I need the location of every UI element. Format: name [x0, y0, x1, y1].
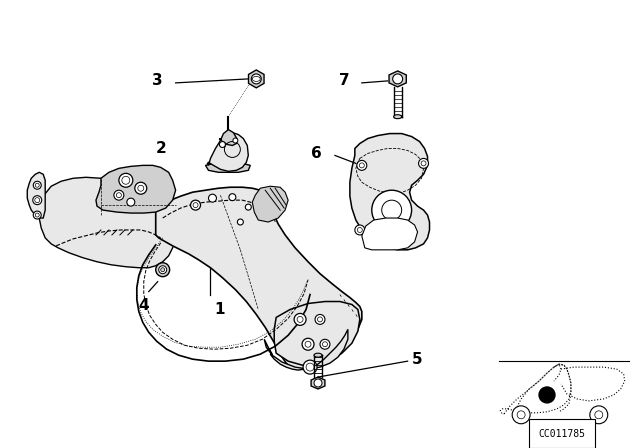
- Text: 3: 3: [152, 73, 163, 88]
- Circle shape: [159, 266, 166, 274]
- Circle shape: [421, 161, 426, 166]
- Circle shape: [317, 317, 323, 322]
- Circle shape: [294, 314, 306, 325]
- Circle shape: [595, 411, 603, 419]
- Circle shape: [127, 198, 135, 206]
- Text: 6: 6: [311, 146, 322, 161]
- Circle shape: [517, 411, 525, 419]
- Text: 1: 1: [214, 302, 225, 317]
- Circle shape: [381, 200, 402, 220]
- Polygon shape: [39, 177, 175, 268]
- Circle shape: [116, 193, 122, 198]
- Text: 2: 2: [156, 141, 166, 156]
- Polygon shape: [156, 187, 362, 369]
- Text: 5: 5: [412, 352, 422, 366]
- Circle shape: [35, 198, 40, 202]
- Circle shape: [359, 163, 364, 168]
- Ellipse shape: [394, 115, 402, 119]
- Text: 7: 7: [339, 73, 350, 88]
- Circle shape: [314, 379, 322, 387]
- Polygon shape: [264, 329, 348, 370]
- Circle shape: [33, 196, 42, 205]
- Circle shape: [357, 228, 362, 233]
- Polygon shape: [311, 377, 325, 389]
- Circle shape: [393, 74, 403, 84]
- Circle shape: [590, 406, 608, 424]
- Circle shape: [323, 342, 328, 347]
- Polygon shape: [205, 161, 250, 172]
- Circle shape: [220, 142, 225, 147]
- Circle shape: [355, 225, 365, 235]
- Circle shape: [193, 202, 198, 207]
- Circle shape: [237, 219, 243, 225]
- Circle shape: [302, 338, 314, 350]
- Text: 4: 4: [139, 297, 149, 313]
- Circle shape: [191, 200, 200, 210]
- Polygon shape: [28, 172, 45, 218]
- Polygon shape: [248, 70, 264, 88]
- Circle shape: [306, 363, 314, 371]
- Circle shape: [315, 314, 325, 324]
- Circle shape: [372, 190, 412, 230]
- Polygon shape: [350, 134, 429, 250]
- Circle shape: [305, 341, 311, 347]
- Polygon shape: [362, 218, 417, 250]
- Circle shape: [161, 268, 164, 271]
- Circle shape: [122, 177, 130, 184]
- Circle shape: [419, 159, 429, 168]
- Circle shape: [35, 183, 39, 187]
- Polygon shape: [389, 71, 406, 87]
- Circle shape: [303, 360, 317, 374]
- Circle shape: [233, 138, 238, 143]
- Circle shape: [297, 316, 303, 323]
- Circle shape: [33, 181, 41, 189]
- Circle shape: [357, 160, 367, 170]
- Polygon shape: [274, 302, 360, 365]
- Circle shape: [135, 182, 147, 194]
- Polygon shape: [220, 129, 237, 146]
- Polygon shape: [207, 133, 248, 171]
- Circle shape: [252, 74, 261, 84]
- Polygon shape: [252, 186, 288, 222]
- Circle shape: [320, 339, 330, 349]
- Circle shape: [539, 387, 555, 403]
- Circle shape: [229, 194, 236, 201]
- Circle shape: [512, 406, 530, 424]
- Circle shape: [35, 213, 39, 217]
- Circle shape: [33, 211, 41, 219]
- Ellipse shape: [314, 353, 322, 357]
- Polygon shape: [96, 165, 175, 213]
- Circle shape: [209, 194, 216, 202]
- Circle shape: [245, 204, 252, 210]
- Circle shape: [138, 185, 144, 191]
- Text: CC011785: CC011785: [538, 429, 586, 439]
- Circle shape: [156, 263, 170, 277]
- Circle shape: [119, 173, 133, 187]
- Circle shape: [114, 190, 124, 200]
